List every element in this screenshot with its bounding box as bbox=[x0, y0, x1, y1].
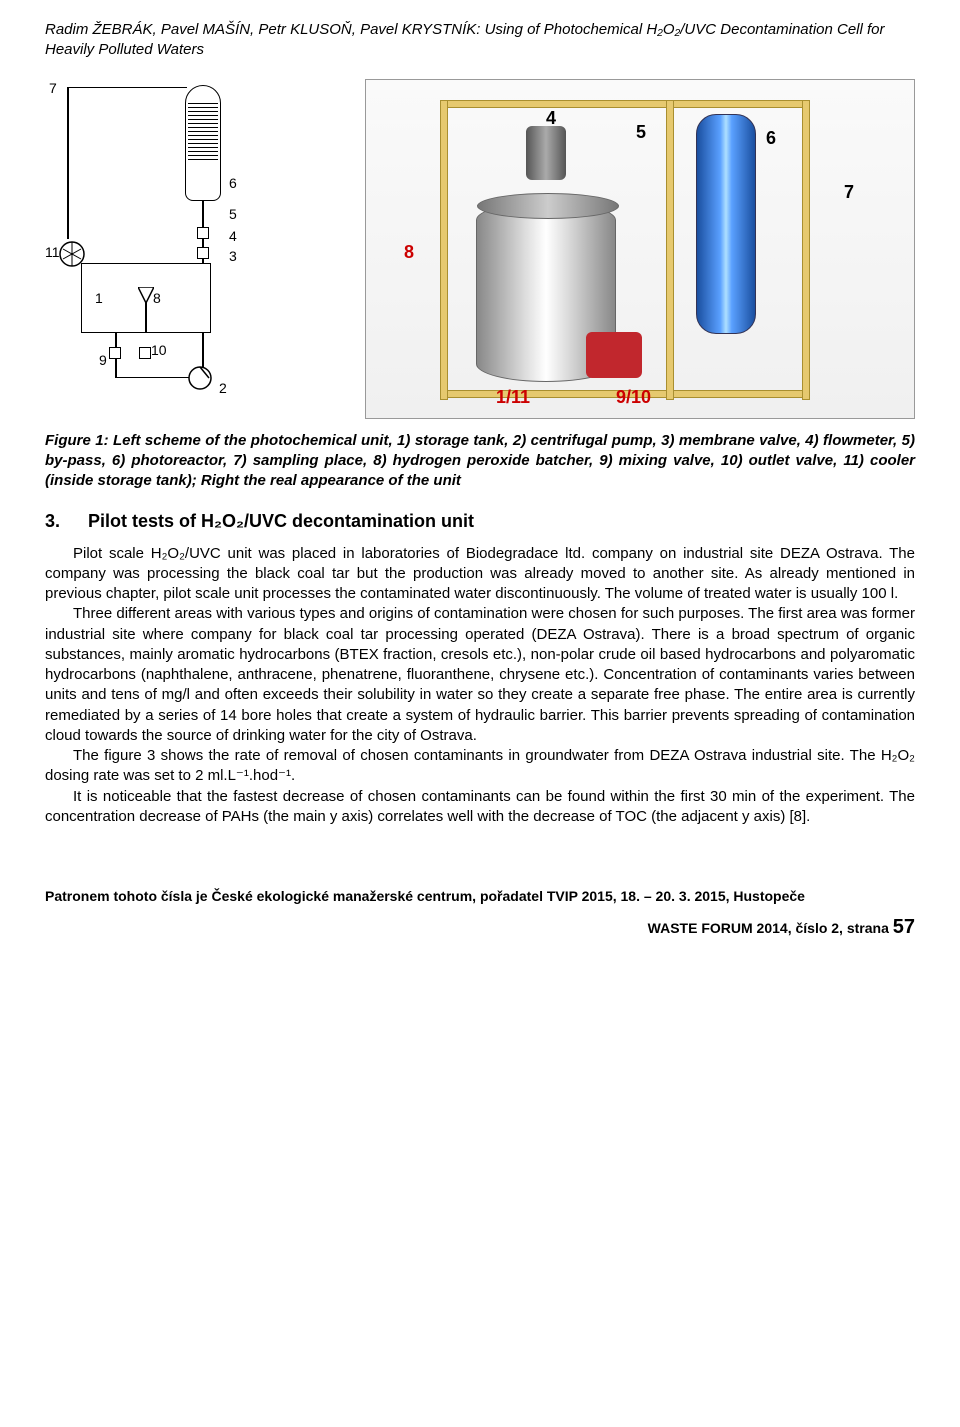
schematic-label-3: 3 bbox=[229, 247, 237, 266]
schematic-label-7: 7 bbox=[49, 79, 57, 98]
schematic-label-10: 10 bbox=[151, 341, 167, 360]
section-number: 3. bbox=[45, 509, 60, 533]
photoreactor-fill bbox=[188, 103, 218, 163]
motor-render bbox=[526, 126, 566, 180]
running-header: Radim ŽEBRÁK, Pavel MAŠÍN, Petr KLUSOŇ, … bbox=[45, 20, 915, 61]
section-3-heading: 3. Pilot tests of H₂O₂/UVC decontaminatio… bbox=[45, 509, 915, 533]
schematic-label-5: 5 bbox=[229, 205, 237, 224]
photo-label-7: 7 bbox=[844, 180, 854, 204]
pump-icon bbox=[187, 365, 213, 391]
photo-label-1-11: 1/11 bbox=[496, 385, 530, 409]
schematic-label-9: 9 bbox=[99, 351, 107, 370]
figure-1-row: 7 11 1 8 6 5 4 3 9 10 2 4 5 6 7 8 1/11 9… bbox=[45, 79, 915, 419]
photo-label-5: 5 bbox=[636, 120, 646, 144]
figure-1-caption: Figure 1: Left scheme of the photochemic… bbox=[45, 431, 915, 492]
valve-cluster-render bbox=[586, 332, 642, 378]
valve-icon bbox=[109, 347, 121, 359]
batcher-icon bbox=[138, 287, 154, 305]
schematic-label-11: 11 bbox=[45, 243, 60, 262]
paragraph-3: The figure 3 shows the rate of removal o… bbox=[45, 746, 915, 787]
footer-journal: WASTE FORUM 2014, číslo 2, strana 57 bbox=[45, 914, 915, 941]
paragraph-4: It is noticeable that the fastest decrea… bbox=[45, 787, 915, 828]
frame-bar bbox=[666, 100, 674, 400]
valve-icon bbox=[197, 247, 209, 259]
schematic-label-2: 2 bbox=[219, 379, 227, 398]
photo-label-6: 6 bbox=[766, 126, 776, 150]
page-number: 57 bbox=[893, 916, 915, 938]
photo-label-8: 8 bbox=[404, 240, 414, 264]
cooler-symbol-icon bbox=[57, 239, 87, 269]
pipe bbox=[67, 87, 69, 239]
unit-rendering: 4 5 6 7 8 1/11 9/10 bbox=[365, 79, 915, 419]
photo-label-9-10: 9/10 bbox=[616, 385, 651, 409]
paragraph-1: Pilot scale H₂O₂/UVC unit was placed in … bbox=[45, 544, 915, 605]
schematic-label-8: 8 bbox=[153, 289, 161, 308]
valve-icon bbox=[139, 347, 151, 359]
pipe bbox=[67, 87, 187, 89]
footer-sponsor: Patronem tohoto čísla je České ekologick… bbox=[45, 887, 915, 906]
photo-label-4: 4 bbox=[546, 106, 556, 130]
schematic-diagram: 7 11 1 8 6 5 4 3 9 10 2 bbox=[45, 79, 345, 419]
frame-bar bbox=[802, 100, 810, 400]
frame-bar bbox=[440, 100, 448, 400]
frame-bar bbox=[440, 100, 810, 108]
paragraph-2: Three different areas with various types… bbox=[45, 604, 915, 746]
footer-journal-text: WASTE FORUM 2014, číslo 2, strana bbox=[648, 920, 893, 936]
schematic-label-1: 1 bbox=[95, 289, 103, 308]
schematic-label-4: 4 bbox=[229, 227, 237, 246]
section-title: Pilot tests of H₂O₂/UVC decontamination … bbox=[88, 511, 474, 531]
flowmeter-icon bbox=[197, 227, 209, 239]
schematic-label-6: 6 bbox=[229, 174, 237, 193]
uvc-lamp-render bbox=[696, 114, 756, 334]
